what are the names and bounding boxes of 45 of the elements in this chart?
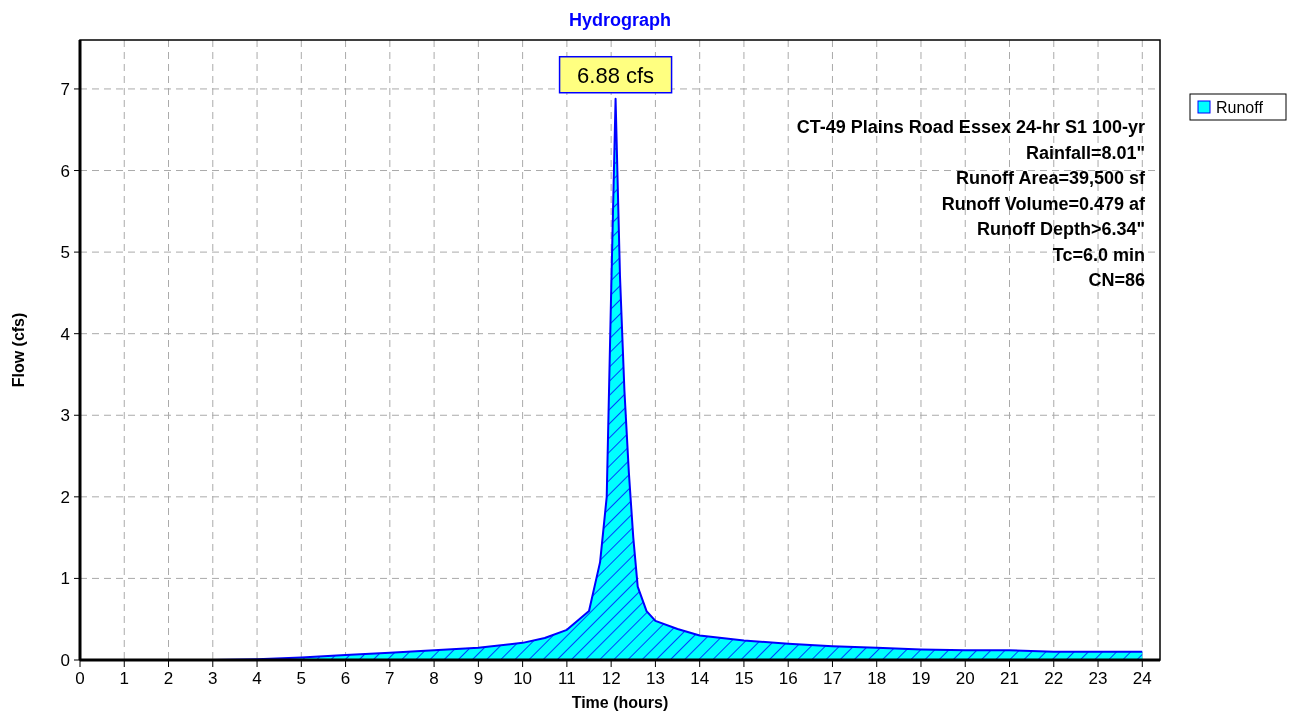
x-tick-label: 22 [1044, 669, 1064, 688]
y-tick-label: 5 [60, 243, 70, 263]
annotation: CN=86 [1088, 270, 1145, 290]
x-tick-label: 8 [429, 669, 439, 688]
x-tick-label: 15 [734, 669, 754, 688]
y-tick-label: 2 [60, 487, 70, 507]
x-tick-label: 13 [645, 669, 665, 688]
x-tick-label: 10 [513, 669, 533, 688]
y-tick-label: 1 [60, 569, 70, 589]
x-tick-label: 7 [385, 669, 395, 688]
annotation: Tc=6.0 min [1052, 244, 1145, 265]
annotation: Rainfall=8.01" [1025, 142, 1145, 163]
y-tick-label: 0 [60, 651, 70, 670]
x-tick-label: 23 [1088, 669, 1108, 688]
x-tick-label: 6 [340, 669, 351, 688]
y-tick-label: 7 [60, 79, 70, 99]
x-tick-label: 1 [119, 669, 129, 688]
annotation: Runoff Volume=0.479 af [941, 193, 1146, 214]
x-tick-label: 24 [1132, 669, 1152, 688]
x-tick-label: 4 [252, 669, 262, 688]
annotation: CT-49 Plains Road Essex 24-hr S1 100-yr [796, 117, 1145, 137]
x-tick-label: 14 [690, 669, 710, 688]
x-tick-label: 17 [823, 669, 842, 688]
annotation: Runoff Area=39,500 sf [956, 168, 1146, 188]
x-tick-label: 5 [296, 669, 307, 688]
x-axis-title: Time (hours) [571, 694, 669, 711]
x-tick-label: 2 [163, 669, 174, 688]
y-axis-title: Flow (cfs) [10, 312, 27, 388]
x-tick-label: 3 [208, 669, 218, 688]
x-tick-label: 19 [911, 669, 931, 688]
x-tick-label: 12 [601, 669, 621, 688]
x-tick-label: 18 [867, 669, 887, 688]
y-tick-label: 6 [60, 161, 70, 181]
x-tick-label: 21 [1000, 669, 1019, 688]
x-tick-label: 16 [778, 669, 798, 688]
y-tick-label: 4 [60, 324, 70, 344]
x-tick-label: 20 [955, 669, 975, 688]
chart-title: Hydrograph [568, 10, 672, 30]
x-tick-label: 0 [75, 669, 85, 688]
y-tick-label: 3 [60, 406, 70, 426]
legend-label: Runoff [1216, 99, 1264, 116]
x-tick-label: 11 [558, 669, 576, 688]
x-tick-label: 9 [473, 669, 484, 688]
annotation: 6.88 cfs [577, 62, 655, 88]
annotation: Runoff Depth>6.34" [976, 219, 1145, 239]
